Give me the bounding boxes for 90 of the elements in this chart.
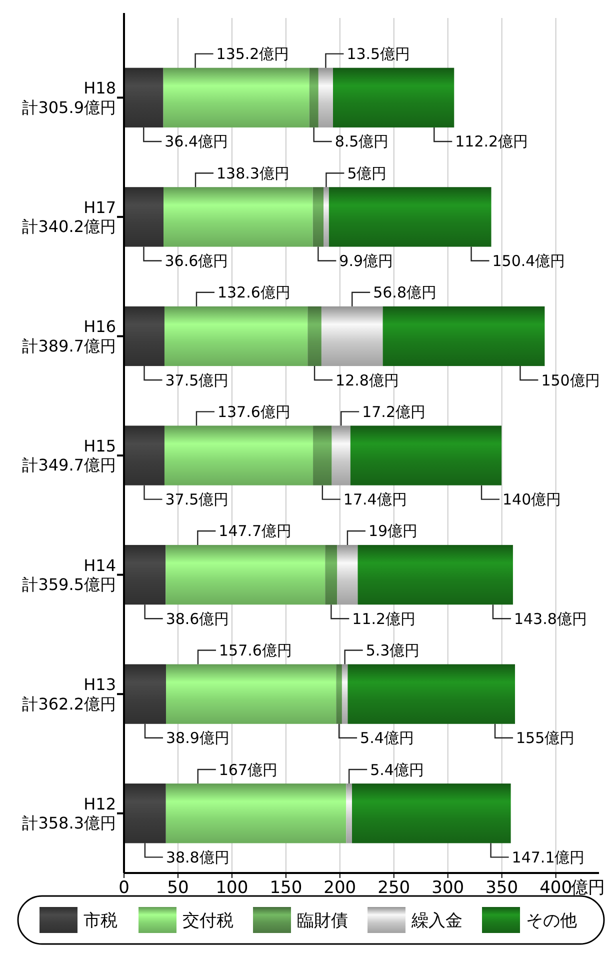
data-label: 167億円 (218, 760, 278, 779)
legend-label: 市税 (84, 910, 118, 931)
legend-label: 交付税 (182, 910, 234, 931)
data-label: 5.4億円 (360, 729, 414, 748)
data-label: 13.5億円 (346, 45, 410, 64)
bar (166, 544, 326, 605)
data-label: 150.4億円 (492, 252, 566, 270)
x-tick-label: 250 (378, 878, 410, 898)
y-tick-label: H16 計389.7億円 (22, 317, 116, 356)
x-tick-label: 50 (167, 878, 189, 898)
bar (337, 544, 358, 605)
bar (166, 664, 336, 724)
bar (333, 68, 454, 128)
bar (166, 784, 346, 844)
data-label: 137.6億円 (217, 402, 290, 421)
bar (309, 68, 318, 128)
bar (382, 306, 545, 366)
bar (164, 187, 313, 247)
bar (328, 187, 492, 247)
bar (346, 784, 352, 844)
y-tick-label: H18 計305.9億円 (22, 78, 116, 117)
x-tick-label: 150 (270, 878, 302, 898)
bar (124, 68, 164, 128)
data-label: 143.8億円 (514, 610, 587, 628)
x-tick-label: 300 (432, 878, 464, 898)
data-label: 17.2億円 (362, 402, 426, 421)
data-label: 37.5億円 (165, 490, 229, 509)
data-label: 147.7億円 (218, 522, 292, 540)
data-label: 19億円 (368, 522, 418, 540)
y-tick-label: H12 計358.3億円 (22, 794, 116, 833)
bar (308, 306, 322, 366)
bar (124, 187, 164, 247)
data-label: 5.4億円 (370, 760, 424, 779)
y-tick-label: H14 計359.5億円 (22, 556, 116, 594)
data-label: 147.1億円 (512, 848, 585, 866)
bar (312, 187, 324, 247)
bar (324, 187, 329, 247)
x-axis-title: 億円 (571, 878, 605, 898)
y-tick-label: H13 計362.2億円 (22, 675, 116, 714)
data-label: 36.4億円 (164, 132, 228, 151)
data-label: 5億円 (347, 164, 387, 182)
data-label: 135.2億円 (216, 45, 290, 64)
data-label: 36.6億円 (164, 252, 228, 270)
data-label: 150億円 (541, 371, 600, 390)
bar (332, 426, 350, 486)
data-label: 155億円 (516, 729, 575, 748)
data-label: 140億円 (502, 490, 562, 509)
data-label: 37.5億円 (165, 371, 229, 390)
x-tick-label: 100 (216, 878, 248, 898)
bar (164, 306, 308, 366)
bar (336, 664, 342, 724)
bar (124, 784, 166, 844)
x-tick-label: 400 (540, 878, 572, 898)
y-tick-label: H15 計349.7億円 (22, 436, 116, 475)
bar (318, 68, 333, 128)
data-label: 138.3億円 (216, 164, 290, 182)
bar (124, 306, 164, 366)
legend-label: 臨財債 (297, 910, 348, 931)
bar (348, 664, 516, 724)
data-label: 56.8億円 (373, 284, 437, 302)
data-label: 8.5億円 (334, 132, 389, 151)
data-label: 11.2億円 (352, 610, 416, 628)
bar (350, 426, 502, 486)
data-label: 112.2億円 (455, 132, 528, 151)
data-label: 5.3億円 (366, 642, 420, 660)
data-label: 12.8億円 (336, 371, 399, 390)
x-tick-label: 350 (486, 878, 518, 898)
bar (352, 784, 511, 844)
bar (163, 68, 310, 128)
legend-label: 繰入金 (410, 910, 462, 931)
data-label: 157.6億円 (218, 642, 292, 660)
x-tick-label: 200 (324, 878, 356, 898)
data-label: 38.6億円 (166, 610, 230, 628)
bar (124, 664, 166, 724)
bar (164, 426, 314, 486)
bar (313, 426, 332, 486)
bar (358, 544, 513, 605)
legend-label: その他 (526, 910, 577, 931)
bar (342, 664, 348, 724)
bar (124, 426, 164, 486)
data-label: 38.9億円 (166, 729, 230, 748)
y-tick-label: H17 計340.2億円 (22, 198, 116, 236)
data-label: 9.9億円 (339, 252, 394, 270)
x-tick-label: 0 (118, 878, 130, 898)
bar (321, 306, 383, 366)
bar (124, 544, 166, 605)
data-label: 38.8億円 (166, 848, 230, 866)
data-label: 132.6億円 (217, 284, 290, 302)
bar (325, 544, 338, 605)
data-label: 17.4億円 (343, 490, 407, 509)
